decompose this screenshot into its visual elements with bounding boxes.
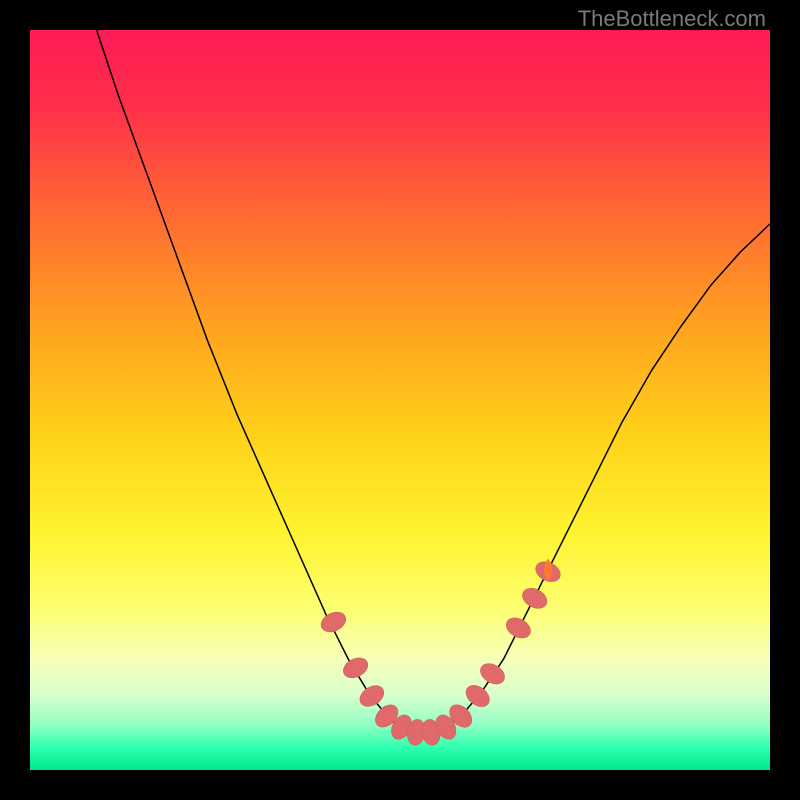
chart-frame: TheBottleneck.com	[0, 0, 800, 800]
plot-area	[30, 30, 770, 770]
watermark-text: TheBottleneck.com	[578, 6, 766, 32]
gradient-background	[30, 30, 770, 770]
plot-svg	[30, 30, 770, 770]
